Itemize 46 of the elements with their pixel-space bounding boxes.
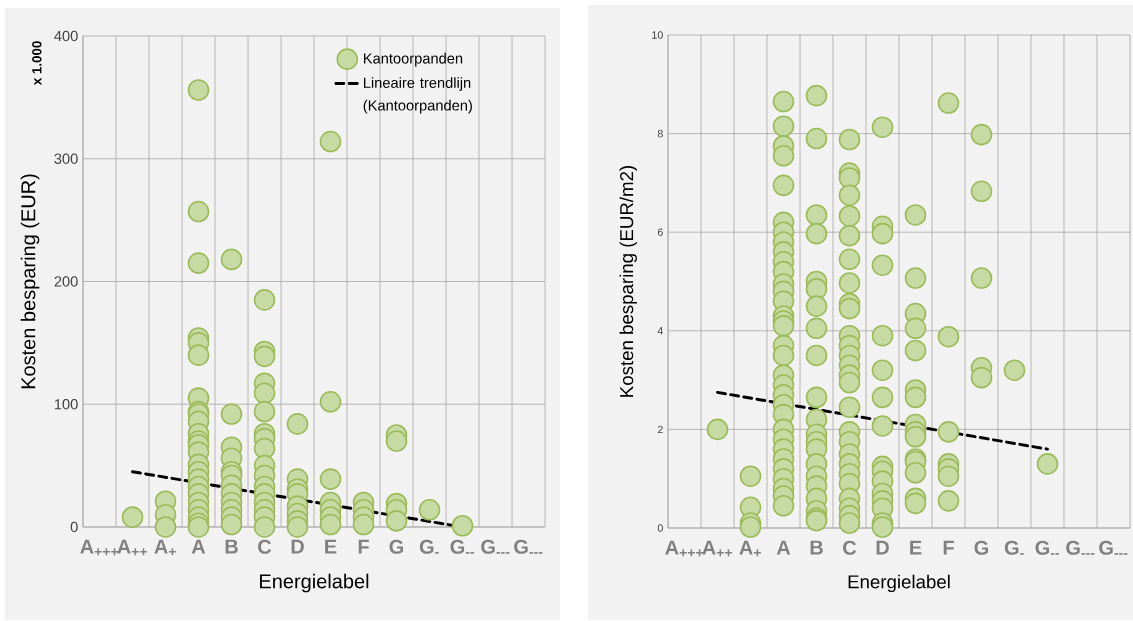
x-tick-label: A$_{+++}$	[665, 540, 704, 557]
x-tick-label: A	[776, 540, 791, 555]
x-tick-label: A$_{+++}$	[80, 539, 119, 556]
x-tick-label: G$_{---}$	[514, 539, 543, 554]
x-tick-label: D	[876, 540, 889, 555]
x-tick-label: F	[943, 540, 954, 555]
y-tick-label: 10	[652, 31, 663, 39]
legend-label: Kantoorpanden	[364, 52, 463, 67]
y-tick-label: 0	[70, 521, 78, 533]
x-tick-label: B	[225, 539, 238, 554]
y-axis-title: Kosten besparing (EUR)	[20, 174, 40, 389]
legend-label: Lineaire trendlijn (Kantoorpanden)	[363, 77, 472, 114]
y-tick-label: 2	[657, 425, 663, 434]
x-tick-label: G$_{---}$	[1099, 540, 1128, 555]
x-tick-label: E	[910, 540, 922, 555]
x-tick-label: G$_{---}$	[481, 539, 510, 554]
x-tick-label: C	[258, 539, 272, 554]
x-tick-label: C	[843, 540, 857, 555]
x-tick-label: G$_{---}$	[1066, 540, 1095, 555]
x-tick-label: A$_{+}$	[154, 539, 176, 556]
x-axis-title: Energielabel	[260, 573, 369, 593]
y-tick-label: 400	[54, 30, 78, 42]
y-tick-label: 200	[54, 276, 78, 287]
x-tick-label: E	[325, 539, 337, 554]
x-tick-label: D	[291, 539, 304, 554]
x-tick-label: A$_{++}$	[702, 540, 732, 557]
x-tick-label: A	[191, 539, 206, 554]
text: x 1.000	[32, 41, 42, 86]
x-tick-label: G	[974, 540, 989, 555]
x-tick-label: G$_{-}$	[1004, 540, 1024, 555]
x-tick-label: A$_{++}$	[117, 539, 148, 556]
x-tick-label: G$_{--}$	[1035, 540, 1060, 555]
x-tick-label: G	[389, 539, 404, 554]
y-tick-label: 0	[657, 524, 663, 532]
y-tick-label: 8	[657, 129, 663, 138]
y-axis-title: Kosten besparing (EUR/m2)	[619, 165, 637, 397]
y-tick-label: 4	[657, 327, 663, 335]
x-axis-title: Energielabel	[848, 574, 950, 593]
y-tick-label: 6	[657, 228, 663, 236]
x-tick-label: B	[810, 540, 823, 555]
x-tick-label: A$_{+}$	[739, 540, 761, 557]
x-tick-label: G$_{--}$	[450, 539, 475, 554]
x-tick-label: G$_{-}$	[419, 539, 439, 554]
y-tick-label: 100	[54, 399, 78, 410]
x-tick-label: F	[358, 539, 369, 554]
y-tick-label: 300	[54, 153, 78, 164]
